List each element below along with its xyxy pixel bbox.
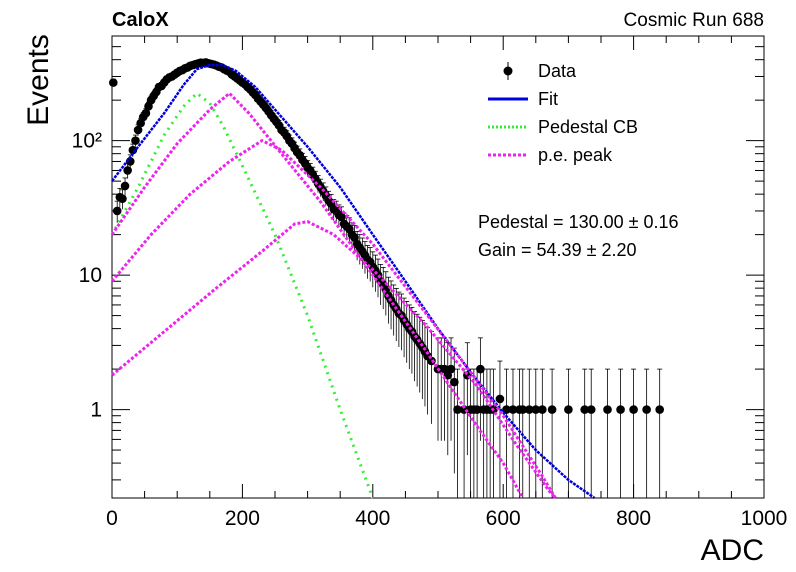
data-point — [450, 377, 459, 387]
data-point — [472, 405, 482, 414]
data-point — [642, 405, 651, 414]
data-layer — [109, 58, 664, 498]
pedestal-cb-curve — [110, 91, 375, 499]
x-tick-label: 1000 — [741, 507, 788, 530]
data-point — [518, 405, 528, 414]
y-axis-title: Events — [22, 34, 55, 126]
pe-peak-curve — [110, 139, 557, 499]
legend-label-data: Data — [538, 61, 577, 81]
fit-curves-layer — [110, 63, 596, 500]
legend-entry-fit: Fit — [488, 89, 558, 109]
x-tick-label: 600 — [486, 507, 521, 530]
y-tick-label: 10² — [72, 130, 102, 153]
data-point — [586, 405, 596, 414]
legend-entry-data: Data — [503, 61, 577, 81]
legend-label-fit: Fit — [538, 89, 558, 109]
axis-ticks: 0 200 400 600 800 1000 1 10 10² — [72, 35, 788, 530]
data-point — [133, 125, 143, 135]
x-tick-label: 400 — [355, 507, 390, 530]
legend: Data Fit Pedestal CB p.e. peak — [488, 61, 638, 165]
legend-entry-pedestal: Pedestal CB — [488, 117, 638, 137]
data-point — [125, 157, 135, 166]
data-point — [446, 364, 456, 374]
legend-label-pe-peak: p.e. peak — [538, 145, 613, 165]
pe-peak-curve — [110, 91, 525, 499]
data-point — [112, 206, 122, 216]
legend-label-pedestal: Pedestal CB — [538, 117, 638, 137]
pedestal-fit-result: Pedestal = 130.00 ± 0.16 — [478, 212, 679, 232]
y-tick-label: 1 — [90, 399, 102, 422]
data-point — [538, 405, 547, 414]
data-point — [508, 405, 518, 414]
data-point — [109, 78, 118, 87]
x-tick-label: 200 — [225, 507, 260, 530]
data-point — [616, 405, 625, 414]
experiment-label: CaloX — [112, 9, 169, 31]
y-tick-label: 10 — [79, 264, 102, 287]
data-point — [524, 405, 534, 414]
data-point — [476, 364, 485, 374]
x-tick-label: 800 — [616, 507, 651, 530]
data-point — [350, 233, 359, 242]
data-point — [655, 405, 664, 414]
gain-fit-result: Gain = 54.39 ± 2.20 — [478, 240, 637, 260]
data-point — [531, 405, 541, 414]
data-point — [603, 405, 612, 414]
data-point — [580, 405, 589, 414]
data-point — [131, 136, 140, 145]
data-point — [118, 194, 127, 204]
data-point — [495, 394, 505, 404]
data-point — [629, 405, 638, 414]
data-point — [564, 405, 573, 414]
data-point — [453, 405, 462, 414]
data-point — [123, 166, 132, 175]
x-axis-title: ADC — [701, 534, 764, 567]
data-point — [120, 181, 130, 191]
legend-entry-pe-peak: p.e. peak — [488, 145, 613, 165]
data-point — [547, 405, 557, 414]
data-point — [337, 212, 346, 222]
run-label: Cosmic Run 688 — [624, 10, 764, 31]
data-point — [141, 108, 151, 118]
pe-peak-curve — [111, 220, 557, 499]
data-point — [502, 405, 511, 414]
x-tick-label: 0 — [106, 507, 118, 530]
fit-curve — [111, 63, 596, 500]
